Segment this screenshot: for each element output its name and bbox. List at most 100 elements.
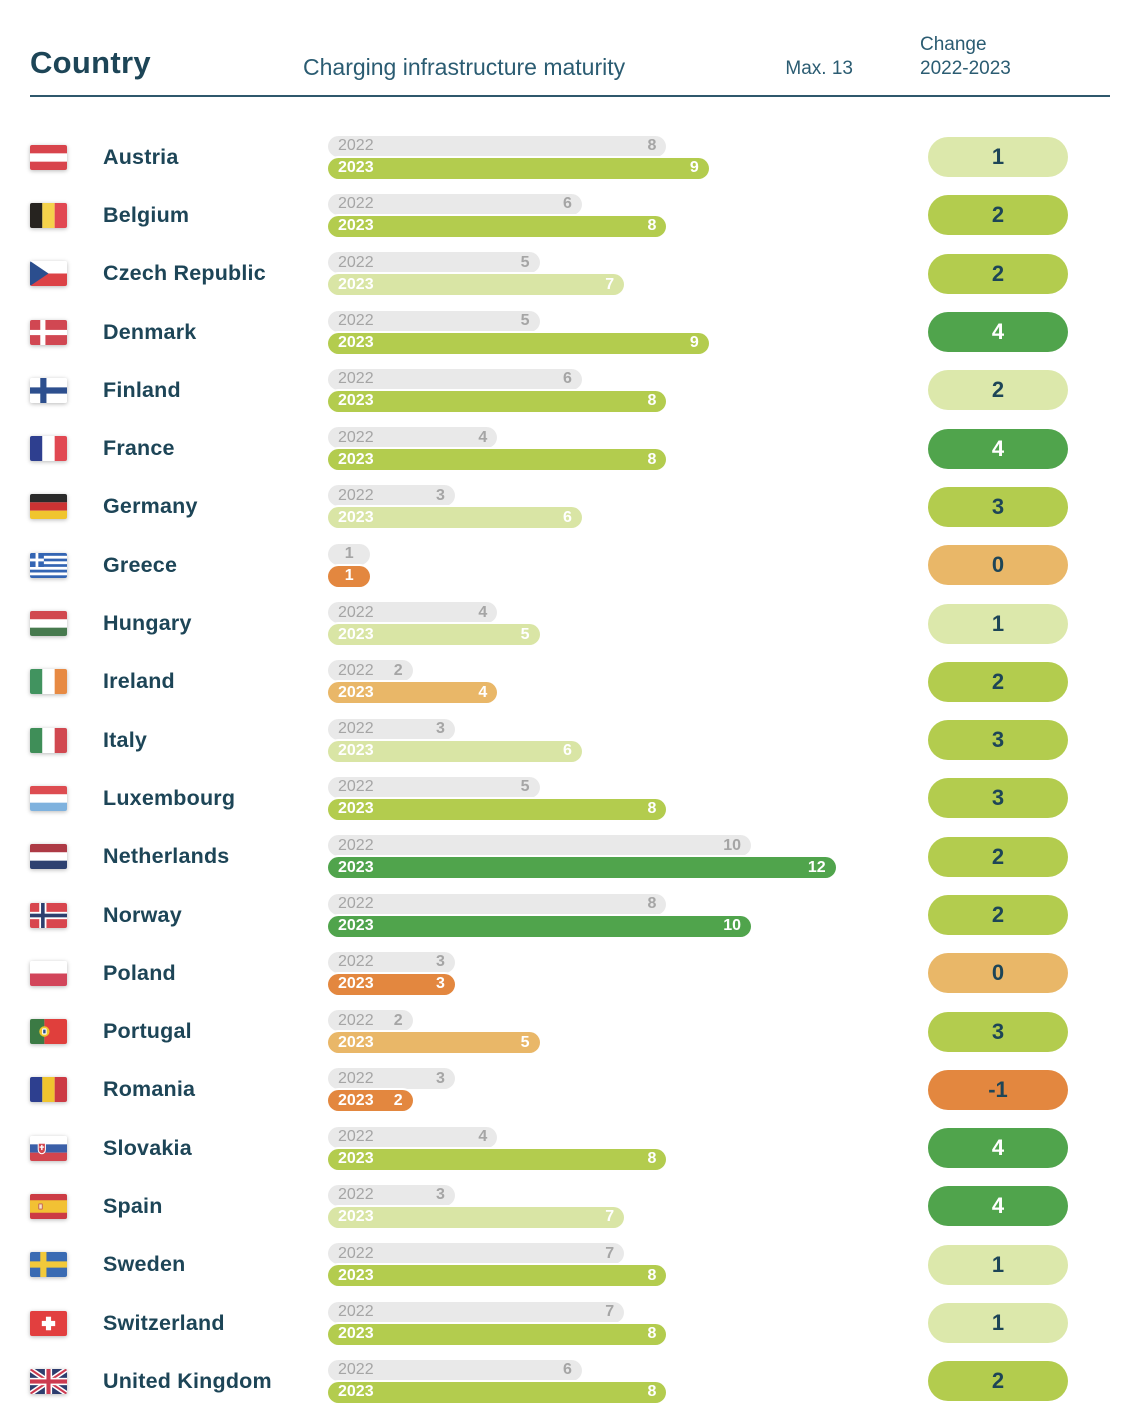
flag-germany-icon bbox=[30, 494, 67, 520]
country-label: Norway bbox=[103, 902, 182, 927]
bar-track: 2022 8 2023 9 bbox=[328, 135, 878, 179]
bar-track: 2022 2 2023 5 bbox=[328, 1010, 878, 1054]
bar-year-label: 2023 bbox=[338, 1150, 374, 1168]
bar-2022: 2022 5 bbox=[328, 776, 540, 798]
flag-ireland-icon bbox=[30, 669, 67, 695]
table-row: Norway 2022 8 2023 10 2 bbox=[0, 886, 1140, 944]
bar-year-label: 2022 bbox=[338, 1128, 374, 1146]
bar-year-label: 2023 bbox=[338, 1325, 374, 1343]
bar-track: 2022 6 2023 8 bbox=[328, 1359, 878, 1403]
bar-value-label: 12 bbox=[807, 858, 826, 876]
change-badge: 1 bbox=[928, 137, 1068, 178]
country-label: Greece bbox=[103, 552, 178, 577]
bar-track: 2022 4 2023 5 bbox=[328, 602, 878, 646]
bar-value-label: 6 bbox=[562, 195, 572, 213]
country-label: Italy bbox=[103, 727, 148, 752]
bar-year-label: 2022 bbox=[338, 661, 374, 679]
bar-track: 2022 5 2023 7 bbox=[328, 252, 878, 296]
table-row: Italy 2022 3 2023 6 3 bbox=[0, 711, 1140, 769]
bar-value-label: 4 bbox=[478, 428, 488, 446]
country-label: Luxembourg bbox=[103, 785, 236, 810]
bar-value-label: 1 bbox=[344, 567, 354, 585]
change-badge: 4 bbox=[928, 1128, 1068, 1169]
change-badge: 2 bbox=[928, 836, 1068, 877]
bar-year-label: 2022 bbox=[338, 1011, 374, 1029]
bar-2022: 2022 5 bbox=[328, 310, 540, 332]
bar-2022: 2022 4 bbox=[328, 1126, 498, 1148]
country-rows: Austria 2022 8 2023 9 1 Belgium 2022 6 2… bbox=[0, 128, 1140, 1411]
bar-year-label: 2023 bbox=[338, 1033, 374, 1051]
bar-2023: 2023 9 bbox=[328, 157, 709, 179]
bar-value-label: 10 bbox=[723, 836, 742, 854]
bar-2022: 2022 3 bbox=[328, 485, 455, 507]
bar-value-label: 4 bbox=[478, 683, 488, 701]
change-badge: 1 bbox=[928, 1303, 1068, 1344]
change-column-header: Change 2022-2023 bbox=[920, 34, 1011, 79]
bar-2023: 2023 5 bbox=[328, 624, 540, 646]
table-row: Greece 2022 1 2023 1 0 bbox=[0, 536, 1140, 594]
country-label: Austria bbox=[103, 144, 179, 169]
flag-portugal-icon bbox=[30, 1019, 67, 1045]
change-badge: 2 bbox=[928, 195, 1068, 236]
flag-poland-icon bbox=[30, 960, 67, 986]
change-badge: 3 bbox=[928, 1011, 1068, 1052]
table-row: Hungary 2022 4 2023 5 1 bbox=[0, 594, 1140, 652]
country-label: Netherlands bbox=[103, 844, 230, 869]
bar-2023: 2023 4 bbox=[328, 682, 498, 704]
bar-2023: 2023 8 bbox=[328, 215, 667, 237]
country-label: Portugal bbox=[103, 1019, 192, 1044]
bar-track: 2022 3 2023 3 bbox=[328, 951, 878, 995]
bar-track: 2022 3 2023 7 bbox=[328, 1184, 878, 1228]
country-label: France bbox=[103, 436, 175, 461]
change-badge: 1 bbox=[928, 1244, 1068, 1285]
bar-year-label: 2022 bbox=[338, 428, 374, 446]
country-label: Hungary bbox=[103, 611, 192, 636]
bar-2022: 2022 8 bbox=[328, 135, 667, 157]
bar-value-label: 3 bbox=[436, 953, 445, 971]
bar-2022: 2022 3 bbox=[328, 1068, 455, 1090]
country-label: Poland bbox=[103, 960, 176, 985]
bar-year-label: 2023 bbox=[338, 975, 374, 993]
bar-value-label: 3 bbox=[436, 1069, 445, 1087]
bar-2023: 2023 8 bbox=[328, 1323, 667, 1345]
bar-2023: 2023 8 bbox=[328, 1265, 667, 1287]
bar-year-label: 2023 bbox=[338, 1208, 374, 1226]
change-badge: 2 bbox=[928, 661, 1068, 702]
bar-2022: 2022 5 bbox=[328, 252, 540, 274]
bar-value-label: 2 bbox=[393, 1011, 403, 1029]
flag-united-kingdom-icon bbox=[30, 1368, 67, 1394]
flag-romania-icon bbox=[30, 1077, 67, 1103]
country-label: Sweden bbox=[103, 1252, 186, 1277]
bar-2023: 2023 8 bbox=[328, 798, 667, 820]
bar-year-label: 2023 bbox=[338, 1383, 374, 1401]
bar-2022: 2022 8 bbox=[328, 893, 667, 915]
country-label: Finland bbox=[103, 377, 181, 402]
bar-2022: 2022 4 bbox=[328, 427, 498, 449]
bar-year-label: 2023 bbox=[338, 1091, 374, 1109]
change-badge: 2 bbox=[928, 253, 1068, 294]
bar-value-label: 5 bbox=[520, 312, 530, 330]
bar-2023: 2023 2 bbox=[328, 1090, 413, 1112]
bar-2022: 2022 1 bbox=[328, 543, 371, 565]
bar-track: 2022 6 2023 8 bbox=[328, 193, 878, 237]
bar-year-label: 2022 bbox=[338, 253, 374, 271]
bar-year-label: 2023 bbox=[338, 217, 374, 235]
change-badge: 3 bbox=[928, 778, 1068, 819]
bar-track: 2022 1 2023 1 bbox=[328, 543, 878, 587]
bar-value-label: 10 bbox=[723, 917, 742, 934]
country-label: Spain bbox=[103, 1193, 163, 1218]
bar-year-label: 2022 bbox=[338, 486, 374, 504]
bar-track: 2022 6 2023 8 bbox=[328, 368, 878, 412]
bar-year-label: 2022 bbox=[338, 778, 374, 796]
country-label: Germany bbox=[103, 494, 198, 519]
bar-value-label: 8 bbox=[647, 1150, 657, 1168]
table-header: Country Charging infrastructure maturity… bbox=[30, 0, 1110, 97]
bar-value-label: 8 bbox=[647, 1266, 657, 1284]
country-label: Switzerland bbox=[103, 1310, 225, 1335]
bar-value-label: 8 bbox=[647, 217, 657, 235]
bar-track: 2022 3 2023 6 bbox=[328, 718, 878, 762]
table-row: Portugal 2022 2 2023 5 3 bbox=[0, 1002, 1140, 1060]
bar-value-label: 2 bbox=[393, 1091, 403, 1109]
bar-year-label: 2023 bbox=[338, 1266, 374, 1284]
